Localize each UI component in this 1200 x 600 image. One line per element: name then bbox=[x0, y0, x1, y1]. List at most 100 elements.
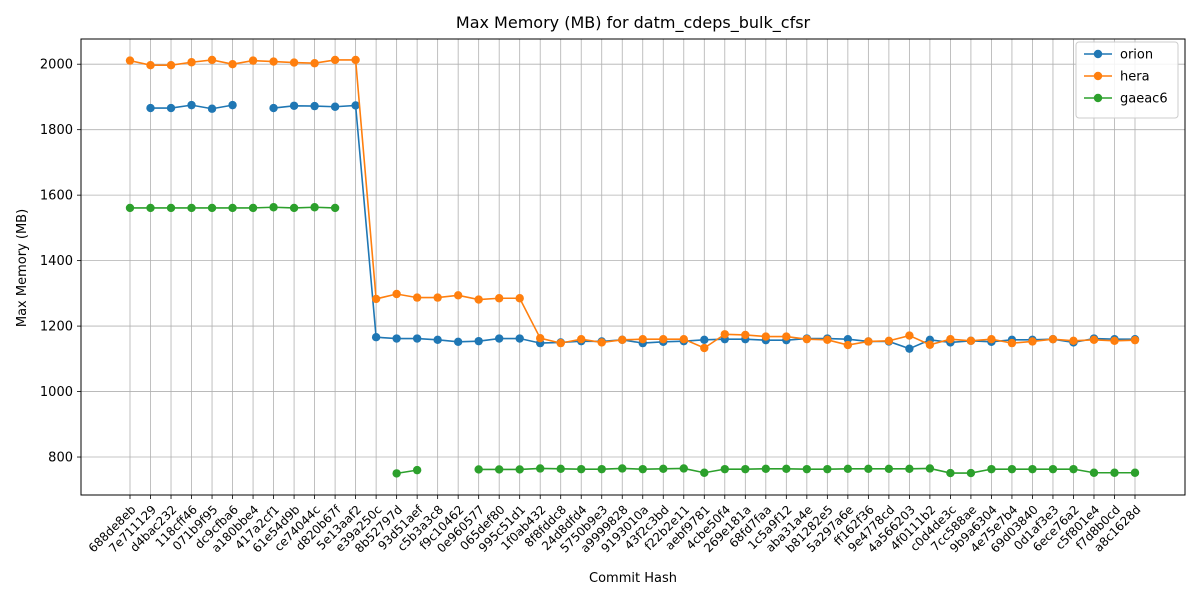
data-point bbox=[228, 203, 237, 213]
data-point bbox=[187, 58, 196, 67]
legend-item-hera: hera bbox=[1084, 70, 1150, 85]
data-point bbox=[659, 334, 668, 344]
x-axis: 688de8eb7e711129d4bac232118cff46071b9f95… bbox=[86, 495, 1143, 556]
data-point bbox=[536, 464, 545, 473]
data-point bbox=[187, 203, 196, 213]
data-point bbox=[618, 464, 627, 473]
legend-marker bbox=[1093, 71, 1103, 81]
data-point bbox=[310, 203, 319, 212]
data-point bbox=[371, 333, 381, 342]
data-point bbox=[905, 331, 914, 340]
data-point bbox=[864, 464, 873, 474]
data-point bbox=[207, 55, 217, 65]
data-point bbox=[905, 344, 914, 353]
data-point bbox=[474, 295, 483, 304]
data-point bbox=[741, 330, 750, 340]
legend-item-orion: orion bbox=[1084, 48, 1153, 63]
data-point bbox=[330, 102, 340, 111]
data-point bbox=[1048, 464, 1058, 474]
data-point bbox=[577, 464, 586, 474]
chart-title: Max Memory (MB) for datm_cdeps_bulk_cfsr bbox=[456, 13, 811, 33]
data-point bbox=[1028, 464, 1037, 474]
data-point bbox=[946, 468, 955, 478]
data-point bbox=[638, 334, 647, 344]
y-axis-label: Max Memory (MB) bbox=[15, 209, 30, 327]
data-point bbox=[433, 335, 442, 345]
data-point bbox=[843, 464, 853, 474]
data-point bbox=[597, 338, 606, 347]
data-point bbox=[1069, 464, 1078, 474]
data-point bbox=[228, 100, 237, 110]
data-point bbox=[1048, 334, 1058, 344]
data-point bbox=[1007, 464, 1017, 474]
data-point bbox=[884, 464, 894, 474]
data-point bbox=[925, 340, 935, 349]
data-point bbox=[556, 338, 565, 348]
data-point bbox=[269, 203, 278, 212]
data-point bbox=[782, 464, 791, 474]
data-point bbox=[700, 335, 709, 345]
data-point bbox=[802, 464, 812, 474]
data-point bbox=[146, 103, 155, 113]
data-point bbox=[412, 293, 422, 302]
y-tick-label: 2000 bbox=[40, 58, 73, 73]
data-point bbox=[515, 334, 524, 343]
data-point bbox=[412, 465, 422, 475]
data-point bbox=[1007, 338, 1017, 348]
data-point bbox=[494, 334, 504, 343]
data-point bbox=[966, 336, 976, 346]
data-point bbox=[453, 291, 463, 300]
data-point bbox=[330, 55, 340, 65]
data-point bbox=[515, 294, 524, 303]
data-point bbox=[1069, 336, 1078, 346]
data-point bbox=[741, 464, 750, 474]
data-point bbox=[618, 335, 627, 345]
y-tick-label: 800 bbox=[48, 451, 73, 466]
data-point bbox=[187, 100, 196, 110]
data-point bbox=[700, 468, 709, 477]
data-point bbox=[823, 335, 832, 345]
data-point bbox=[536, 333, 545, 343]
series-hera bbox=[125, 55, 1140, 353]
legend-label: orion bbox=[1120, 48, 1153, 63]
y-axis: 800 1000 1200 1400 1600 1800 2000 bbox=[40, 58, 81, 466]
legend-item-gaeac6: gaeac6 bbox=[1084, 92, 1168, 107]
y-tick-label: 1400 bbox=[40, 254, 73, 269]
data-point bbox=[392, 334, 401, 343]
data-point bbox=[679, 334, 688, 344]
data-point bbox=[412, 334, 422, 343]
data-point bbox=[761, 332, 771, 341]
data-point bbox=[146, 203, 155, 213]
data-point bbox=[453, 337, 463, 346]
data-point bbox=[987, 334, 996, 344]
data-point bbox=[905, 464, 914, 474]
data-point bbox=[638, 464, 647, 474]
y-tick-label: 1600 bbox=[40, 189, 73, 204]
data-point bbox=[659, 464, 668, 474]
data-point bbox=[761, 464, 771, 474]
data-point bbox=[125, 56, 135, 65]
data-point bbox=[987, 464, 996, 474]
data-point bbox=[166, 203, 176, 213]
data-point bbox=[494, 294, 504, 303]
series-layer bbox=[125, 55, 1140, 478]
data-point bbox=[248, 203, 258, 213]
data-point bbox=[392, 289, 401, 299]
data-point bbox=[207, 203, 217, 213]
legend-marker bbox=[1093, 93, 1103, 103]
data-point bbox=[371, 294, 381, 304]
legend: orion hera gaeac6 bbox=[1075, 41, 1179, 119]
legend-label: gaeac6 bbox=[1120, 92, 1168, 107]
y-tick-label: 1800 bbox=[40, 123, 73, 138]
data-point bbox=[166, 103, 176, 113]
data-point bbox=[392, 469, 401, 478]
data-point bbox=[494, 465, 504, 474]
data-point bbox=[474, 465, 483, 474]
series-gaeac6 bbox=[125, 203, 1140, 478]
data-point bbox=[228, 60, 237, 69]
data-point bbox=[1130, 468, 1140, 477]
data-point bbox=[782, 332, 791, 341]
data-point bbox=[884, 336, 894, 346]
data-point bbox=[433, 293, 442, 302]
